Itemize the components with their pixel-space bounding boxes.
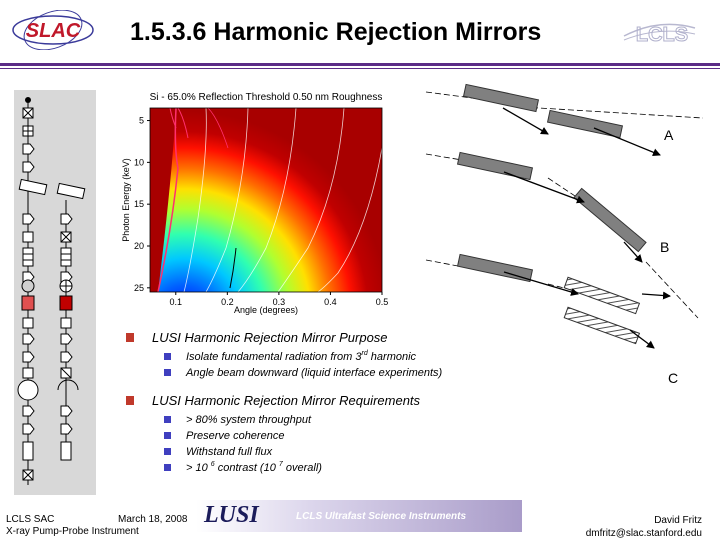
x-axis-ticks: 0.1 0.2 0.3 0.4 0.5 [170,292,389,307]
bullet-requirements-text: LUSI Harmonic Rejection Mirror Requireme… [152,393,421,408]
footer-instrument: X-ray Pump-Probe Instrument [6,526,139,537]
mirror-config-c: C [425,253,678,386]
x-tick-label: 0.5 [376,297,389,307]
sub-bullet-coherence: Preserve coherence [126,428,486,444]
sub-bullet-contrast: > 10 6 contrast (10 7 overall) [126,460,486,476]
footer-left: LCLS SAC X-ray Pump-Probe Instrument [6,514,139,538]
y-tick-label: 25 [134,283,144,293]
y-axis-ticks: 5 10 15 20 25 [134,116,150,293]
label-a: A [664,127,674,143]
beamline-schematic [14,90,96,495]
y-tick-label: 5 [139,116,144,126]
lusi-logo-text: LUSI [204,502,259,528]
x-tick-label: 0.3 [273,297,286,307]
reflectivity-chart: Si - 65.0% Reflection Threshold 0.50 nm … [121,92,389,315]
title-divider-thin [0,68,720,69]
bullet-purpose-text: LUSI Harmonic Rejection Mirror Purpose [152,330,388,345]
lusi-banner: LUSI LCLS Ultrafast Science Instruments [196,500,522,532]
x-axis-label: Angle (degrees) [234,305,298,315]
sub-bullet-angle: Angle beam downward (liquid interface ex… [126,365,486,381]
sub-bullet-isolate: Isolate fundamental radiation from 3rd h… [126,349,486,365]
page-title: 1.5.3.6 Harmonic Rejection Mirrors [130,18,542,46]
label-b: B [660,239,669,255]
sub-bullet-square-icon [164,448,171,455]
y-tick-label: 15 [134,199,144,209]
y-tick-label: 20 [134,241,144,251]
label-c: C [668,370,678,386]
x-tick-label: 0.1 [170,297,183,307]
sub-bullet-flux: Withstand full flux [126,444,486,460]
mirror-config-b: B [425,151,699,319]
sub-bullet-square-icon [164,432,171,439]
sub-bullet-square-icon [164,369,171,376]
y-axis-label: Photon Energy (keV) [121,158,131,242]
title-divider [0,63,720,66]
x-tick-label: 0.4 [324,297,337,307]
sub-bullet-square-icon [164,353,171,360]
sub-bullet-square-icon [164,464,171,471]
footer-right: David Fritz dmfritz@slac.stanford.edu [586,514,702,540]
bullet-list: LUSI Harmonic Rejection Mirror Purpose I… [126,330,486,476]
bullet-purpose: LUSI Harmonic Rejection Mirror Purpose [126,330,486,345]
footer-date: March 18, 2008 [118,514,188,525]
bullet-square-icon [126,333,134,342]
lusi-banner-text: LCLS Ultrafast Science Instruments [296,511,467,522]
sub-bullet-square-icon [164,416,171,423]
footer-email: dmfritz@slac.stanford.edu [585,528,702,539]
x-tick-label: 0.2 [221,297,234,307]
slac-logo: SLAC [12,10,94,50]
y-tick-label: 10 [134,157,144,167]
slac-logo-text: SLAC [26,20,81,42]
footer-author: David Fritz [654,515,702,526]
bullet-square-icon [126,396,134,405]
mirror-diagram: A B C [425,83,704,386]
bullet-requirements: LUSI Harmonic Rejection Mirror Requireme… [126,393,486,408]
chart-title: Si - 65.0% Reflection Threshold 0.50 nm … [150,92,383,103]
lcls-logo-text: LCLS [636,24,688,46]
footer-org: LCLS SAC [6,514,55,525]
lcls-logo: LCLS [623,24,696,47]
mirror-config-a: A [425,83,704,157]
sub-bullet-throughput: > 80% system throughput [126,412,486,428]
